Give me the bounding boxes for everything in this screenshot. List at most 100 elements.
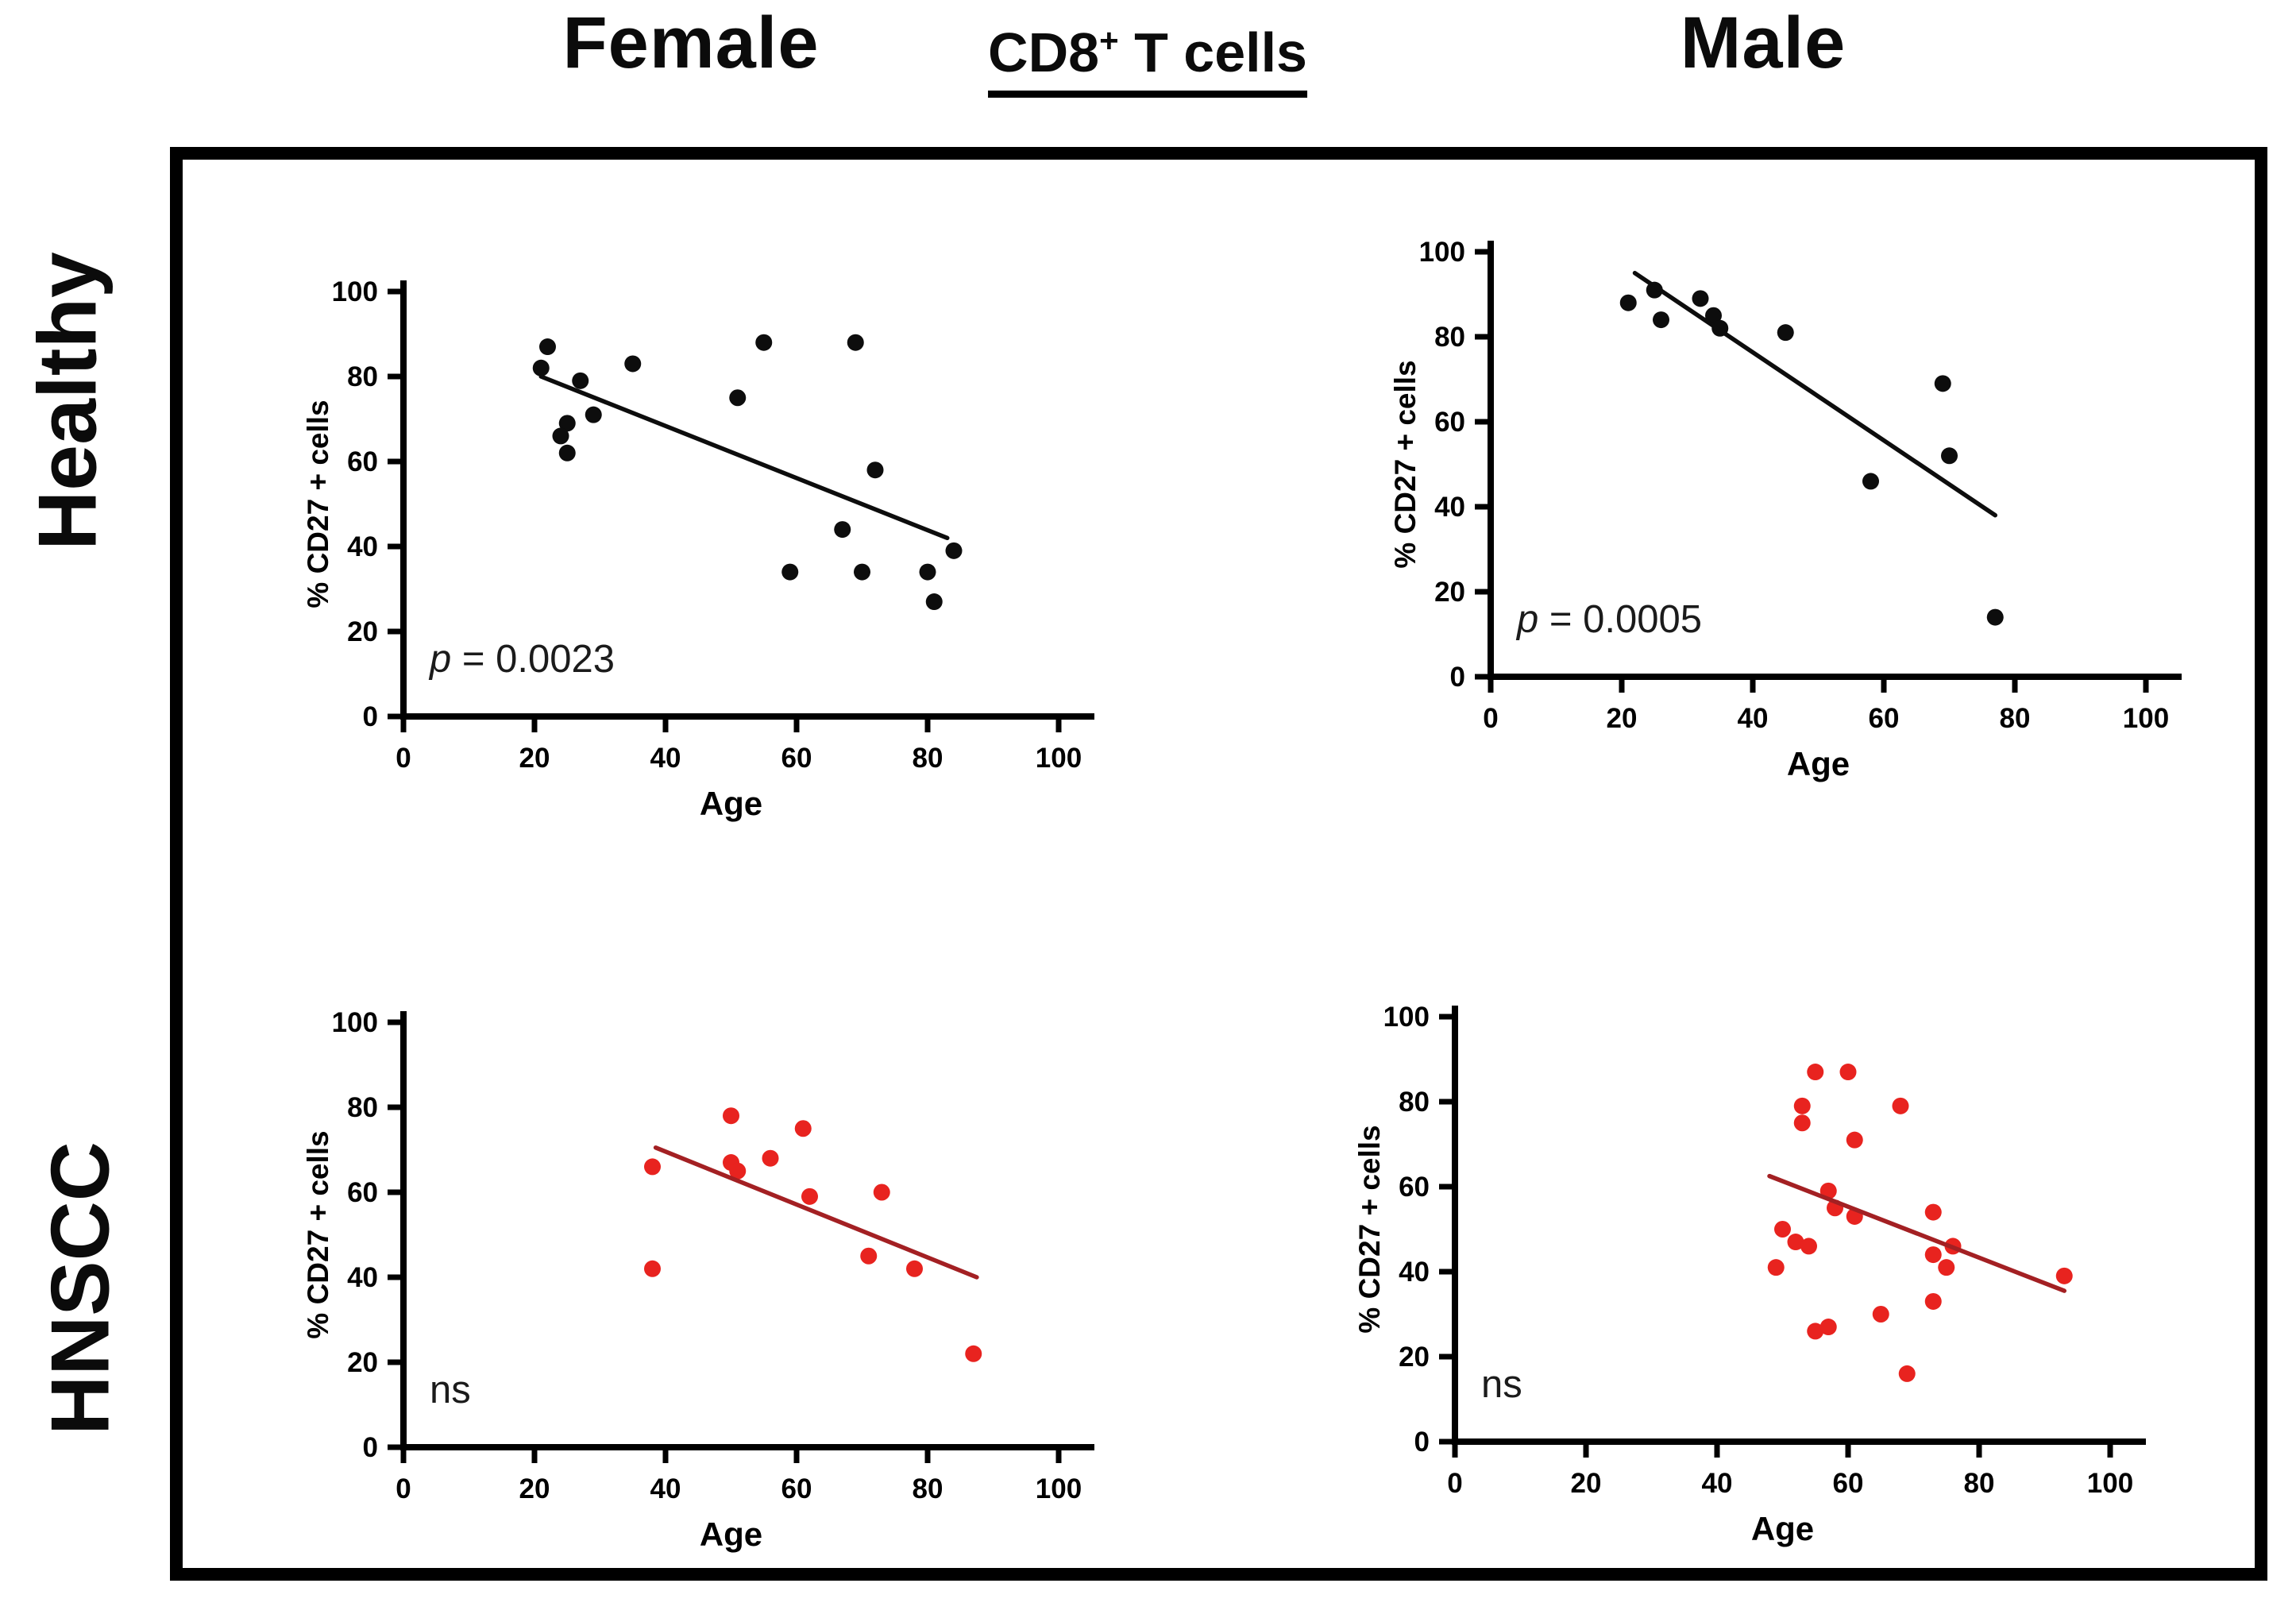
x-tick-label: 20 bbox=[519, 743, 550, 774]
data-point bbox=[1767, 1259, 1785, 1276]
y-axis-title: % CD27 + cells bbox=[302, 400, 334, 608]
data-point bbox=[1807, 1064, 1824, 1081]
row-title-healthy: Healthy bbox=[21, 252, 114, 550]
x-tick-label: 20 bbox=[1607, 703, 1638, 734]
x-tick-label: 0 bbox=[1483, 703, 1498, 734]
x-tick-label: 20 bbox=[1571, 1468, 1602, 1499]
x-tick-label: 100 bbox=[1036, 743, 1082, 774]
x-tick-label: 80 bbox=[913, 743, 943, 774]
x-tick-label: 60 bbox=[1869, 703, 1900, 734]
data-point bbox=[1839, 1064, 1857, 1081]
data-point bbox=[1924, 1246, 1942, 1264]
data-point bbox=[873, 1184, 890, 1201]
data-point bbox=[539, 338, 556, 356]
data-point bbox=[925, 593, 943, 611]
scatter-plot-svg: 00 20 20 40 40 60 60 80 80 100 100 Age % CD27 + cell… bbox=[302, 276, 1094, 822]
y-tick-label: 40 bbox=[347, 531, 378, 562]
data-point bbox=[965, 1345, 982, 1362]
significance-annotation: ns bbox=[430, 1369, 471, 1411]
scatter-plot-svg: 00 20 20 40 40 60 60 80 80 100 100 Age % CD27 + cell… bbox=[1353, 1002, 2146, 1547]
column-title-female: Female bbox=[562, 2, 820, 83]
y-tick-label: 40 bbox=[1434, 492, 1465, 523]
y-tick-label: 40 bbox=[347, 1262, 378, 1293]
x-tick-label: 20 bbox=[519, 1473, 550, 1504]
data-point bbox=[1653, 311, 1669, 329]
x-tick-label: 100 bbox=[2087, 1468, 2133, 1499]
data-point bbox=[1793, 1114, 1811, 1132]
data-point bbox=[585, 406, 602, 423]
x-tick-label: 60 bbox=[1833, 1468, 1864, 1499]
data-point bbox=[1872, 1306, 1889, 1323]
x-axis-title: Age bbox=[700, 785, 762, 822]
x-tick-label: 40 bbox=[1702, 1468, 1733, 1499]
data-point bbox=[1938, 1259, 1955, 1276]
data-point bbox=[854, 563, 870, 581]
data-point bbox=[1807, 1323, 1824, 1340]
data-point bbox=[919, 563, 936, 581]
y-tick-label: 80 bbox=[347, 361, 378, 392]
y-tick-label: 60 bbox=[1399, 1172, 1430, 1203]
data-point bbox=[1924, 1203, 1942, 1221]
data-point bbox=[866, 461, 884, 479]
y-tick-label: 80 bbox=[1434, 322, 1465, 353]
x-tick-label: 40 bbox=[1738, 703, 1769, 734]
y-tick-label: 100 bbox=[1383, 1002, 1430, 1033]
data-point bbox=[1774, 1221, 1791, 1238]
y-tick-label: 40 bbox=[1399, 1257, 1430, 1288]
data-point bbox=[1862, 473, 1879, 490]
scatter-plot-svg: 00 20 20 40 40 60 60 80 80 100 100 Age % CD27 + cell… bbox=[302, 1007, 1094, 1553]
data-point bbox=[532, 359, 550, 377]
data-point bbox=[723, 1107, 739, 1125]
y-tick-label: 0 bbox=[1414, 1427, 1430, 1458]
column-title-male: Male bbox=[1680, 2, 1846, 83]
data-point bbox=[1986, 608, 2004, 626]
trend-line bbox=[1632, 271, 1997, 518]
x-tick-label: 100 bbox=[1036, 1473, 1082, 1504]
y-tick-label: 20 bbox=[1399, 1342, 1430, 1373]
data-point bbox=[1819, 1319, 1837, 1336]
chart-healthy-male: 0 0 20 20 40 40 60 60 80 80 100 100 Age % CD27 + cell… bbox=[1376, 200, 2217, 820]
y-tick-label: 80 bbox=[347, 1092, 378, 1123]
x-tick-label: 100 bbox=[2123, 703, 2169, 734]
y-tick-label: 20 bbox=[347, 1347, 378, 1378]
figure-title-superscript-plus: + bbox=[1099, 21, 1119, 60]
trend-line bbox=[1767, 1173, 2066, 1293]
data-point bbox=[781, 563, 799, 581]
y-tick-label: 100 bbox=[332, 276, 378, 307]
y-tick-label: 100 bbox=[332, 1007, 378, 1038]
x-tick-label: 40 bbox=[650, 743, 681, 774]
figure-border bbox=[170, 147, 2267, 1581]
y-axis-title: % CD27 + cells bbox=[1353, 1125, 1386, 1333]
x-tick-label: 40 bbox=[650, 1473, 681, 1504]
data-point bbox=[1892, 1097, 1909, 1114]
y-tick-label: 20 bbox=[1434, 577, 1465, 608]
y-tick-label: 60 bbox=[347, 1177, 378, 1208]
data-point bbox=[558, 415, 576, 432]
figure-title-cd8-t-cells: CD8+ T cells bbox=[988, 21, 1307, 98]
data-point bbox=[1898, 1365, 1916, 1382]
chart-healthy-female: 0 0 20 20 40 40 60 60 80 80 100 100 Age % CD27 + cell… bbox=[288, 240, 1130, 859]
data-point bbox=[755, 334, 773, 351]
significance-annotation: p = 0.0023 bbox=[428, 638, 615, 681]
data-point bbox=[1619, 294, 1637, 311]
data-point bbox=[552, 427, 569, 445]
figure-title-rest: T cells bbox=[1118, 21, 1307, 83]
y-axis-title: % CD27 + cells bbox=[1389, 360, 1422, 568]
data-point bbox=[644, 1158, 661, 1176]
data-point bbox=[1924, 1292, 1942, 1310]
data-point bbox=[834, 521, 851, 539]
y-tick-label: 100 bbox=[1419, 237, 1465, 268]
data-point bbox=[624, 355, 642, 373]
y-axis-title: % CD27 + cells bbox=[302, 1130, 334, 1338]
significance-annotation: ns bbox=[1481, 1363, 1522, 1406]
data-point bbox=[801, 1187, 818, 1205]
data-point bbox=[1793, 1097, 1811, 1114]
chart-hnscc-male: 0 0 20 20 40 40 60 60 80 80 100 100 Age % CD27 + cell… bbox=[1340, 965, 2182, 1585]
y-tick-label: 60 bbox=[347, 446, 378, 477]
data-point bbox=[558, 444, 576, 461]
data-point bbox=[906, 1260, 923, 1277]
significance-annotation: p = 0.0005 bbox=[1515, 598, 1702, 641]
data-point bbox=[1800, 1238, 1817, 1255]
y-tick-label: 80 bbox=[1399, 1087, 1430, 1118]
